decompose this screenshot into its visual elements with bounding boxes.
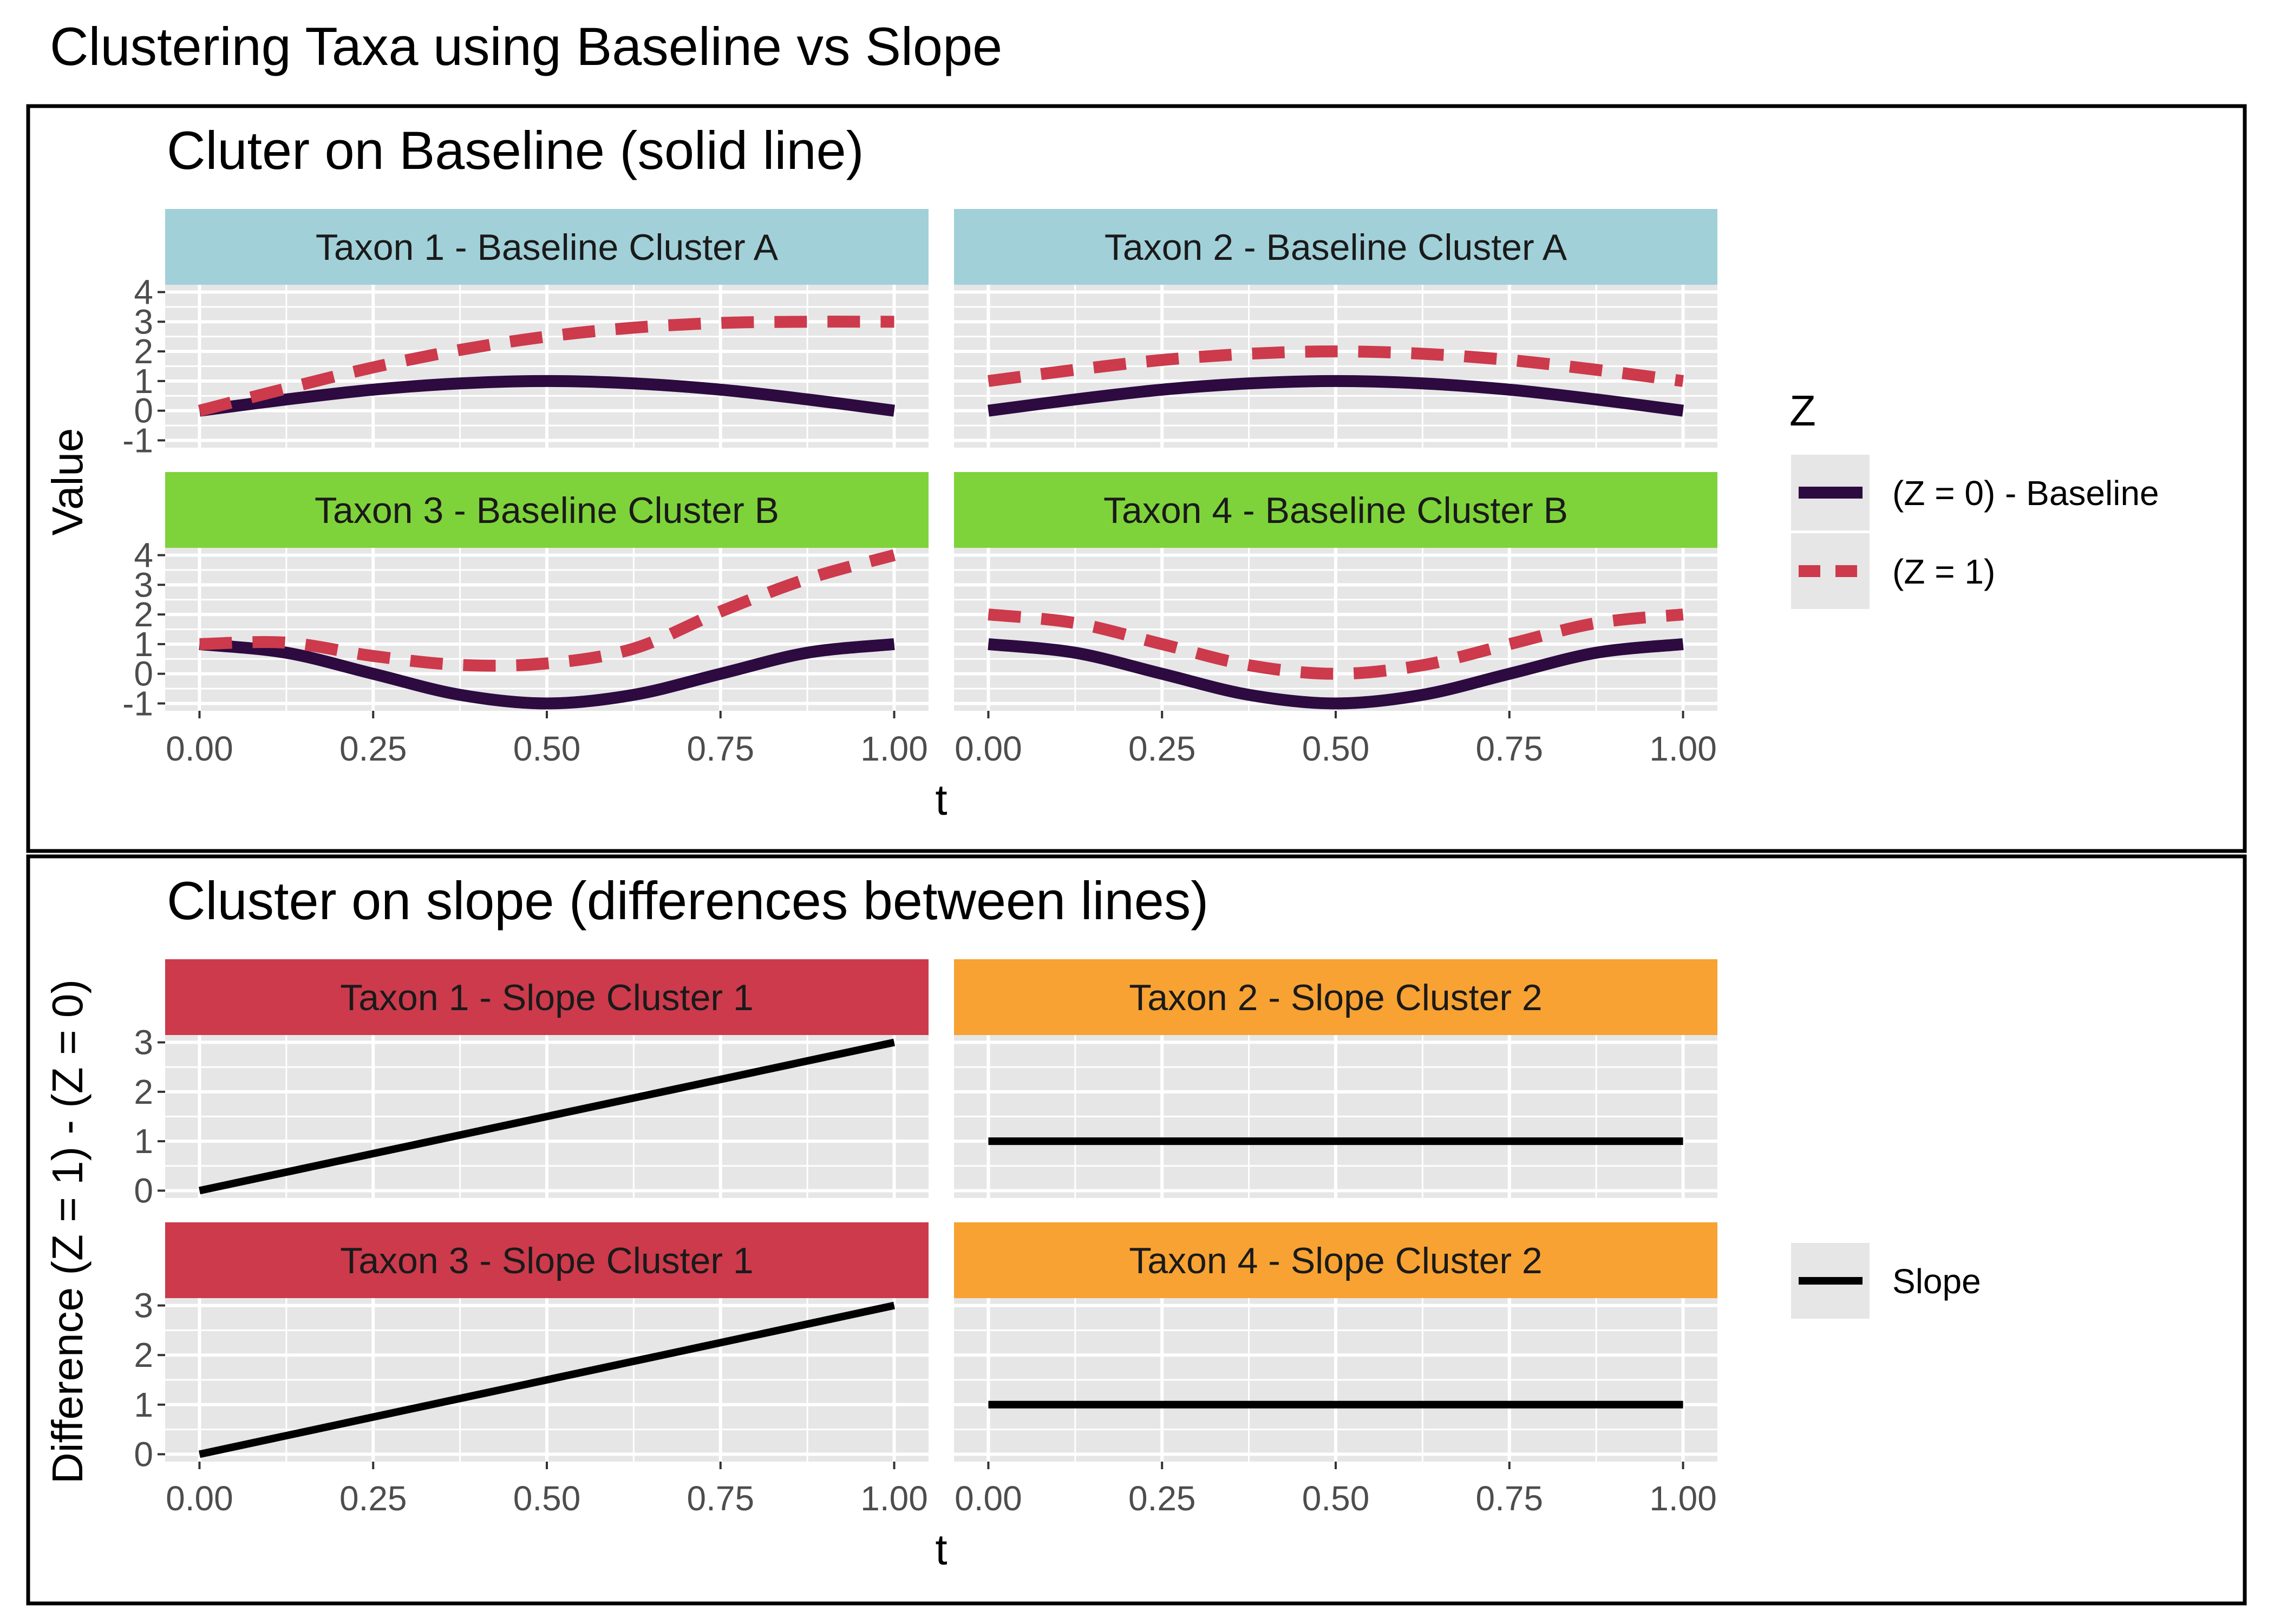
- series-line: [199, 638, 895, 710]
- panel-strip: [165, 209, 929, 285]
- panel-strip-label: Taxon 2 - Slope Cluster 2: [1129, 977, 1543, 1018]
- y-tick-label: 0: [134, 1171, 153, 1210]
- legend-label: Slope: [1892, 1262, 1981, 1301]
- y-tick-label: 2: [134, 1072, 153, 1111]
- series-line: [988, 375, 1684, 417]
- y-tick-label: 4: [134, 536, 153, 575]
- series-line: [198, 1301, 896, 1458]
- x-axis-title: t: [935, 776, 947, 824]
- y-tick-label: 0: [134, 654, 153, 693]
- y-tick-label: -1: [122, 421, 153, 460]
- y-tick-label: 2: [134, 1335, 153, 1374]
- y-axis-title: Difference (Z = 1) - (Z = 0): [43, 979, 92, 1484]
- y-tick-label: 3: [134, 1023, 153, 1062]
- slope-section-title: Cluster on slope (differences between li…: [167, 870, 1208, 931]
- series-line: [198, 1038, 896, 1195]
- panel-strip-label: Taxon 1 - Baseline Cluster A: [316, 227, 779, 268]
- x-tick-label: 0.00: [955, 1479, 1022, 1518]
- x-tick-label: 1.00: [860, 1479, 928, 1518]
- panel-strip: [954, 472, 1717, 548]
- x-tick-label: 0.25: [1128, 1479, 1196, 1518]
- y-tick-label: 1: [134, 1385, 153, 1424]
- series-line: [988, 345, 1684, 387]
- y-tick-label: 1: [134, 1122, 153, 1161]
- legend-label: (Z = 0) - Baseline: [1892, 474, 2159, 513]
- legend-title: Z: [1789, 387, 1816, 435]
- y-tick-label: 0: [134, 391, 153, 430]
- y-axis-title: Value: [43, 428, 92, 536]
- series-line: [199, 375, 895, 417]
- x-axis-title: t: [935, 1525, 947, 1574]
- y-tick-label: -1: [122, 684, 153, 723]
- series-line: [199, 549, 896, 672]
- x-tick-label: 0.50: [1302, 1479, 1370, 1518]
- panel-3: Taxon 3 - Slope Cluster 1 0 1 2 3 0.00 0.25 0.5…: [134, 1222, 929, 1518]
- x-tick-label: 0.00: [955, 729, 1022, 768]
- panel-1: Taxon 1 - Slope Cluster 1 0 1 2 3: [134, 959, 929, 1210]
- panel-strip: [954, 209, 1717, 285]
- x-tick-label: 0.75: [1475, 1479, 1543, 1518]
- panel-2: Taxon 2 - Baseline Cluster A: [954, 209, 1717, 448]
- series-line: [198, 316, 894, 417]
- x-tick-label: 0.25: [339, 729, 407, 768]
- y-tick-label: 2: [134, 332, 153, 371]
- series-line: [988, 608, 1684, 680]
- x-tick-label: 0.00: [166, 729, 233, 768]
- y-tick-label: 4: [134, 273, 153, 312]
- x-tick-label: 1.00: [860, 729, 928, 768]
- x-tick-label: 1.00: [1649, 1479, 1717, 1518]
- panel-strip-label: Taxon 1 - Slope Cluster 1: [340, 977, 754, 1018]
- y-tick-label: 0: [134, 1435, 153, 1474]
- figure-title: Clustering Taxa using Baseline vs Slope: [50, 16, 1002, 76]
- x-tick-label: 0.50: [513, 1479, 581, 1518]
- panel-4: Taxon 4 - Slope Cluster 2 0.00 0.25 0.50 0.7…: [954, 1222, 1717, 1518]
- x-tick-label: 0.50: [1302, 729, 1370, 768]
- x-tick-label: 0.75: [687, 1479, 754, 1518]
- panel-strip: [165, 959, 929, 1035]
- panel-strip-label: Taxon 2 - Baseline Cluster A: [1105, 227, 1567, 268]
- panel-strip-label: Taxon 4 - Baseline Cluster B: [1103, 490, 1568, 531]
- slope-section: Taxon 1 - Slope Cluster 1 0 1 2 3 Taxon 2 - S…: [43, 959, 1717, 1574]
- panel-strip-label: Taxon 3 - Slope Cluster 1: [340, 1240, 754, 1281]
- baseline-section: Taxon 1 - Baseline Cluster A-101234Taxon…: [43, 209, 1717, 824]
- x-tick-label: 0.75: [1475, 729, 1543, 768]
- x-tick-label: 0.25: [1128, 729, 1196, 768]
- panel-strip-label: Taxon 3 - Baseline Cluster B: [315, 490, 779, 531]
- panel-strip: [165, 472, 929, 548]
- panel-strip: [954, 959, 1717, 1035]
- legend-label: (Z = 1): [1892, 552, 1995, 591]
- y-tick-label: 3: [134, 565, 153, 604]
- panel-2: Taxon 2 - Slope Cluster 2: [954, 959, 1717, 1198]
- x-tick-label: 1.00: [1649, 729, 1717, 768]
- y-tick-label: 3: [134, 302, 153, 341]
- y-tick-label: 1: [134, 362, 153, 401]
- panel-strip: [165, 1222, 929, 1298]
- x-tick-label: 0.50: [513, 729, 581, 768]
- panel-4: Taxon 4 - Baseline Cluster B 0.00 0.25 0.50…: [954, 472, 1717, 768]
- x-tick-label: 0.00: [166, 1479, 233, 1518]
- y-tick-label: 1: [134, 625, 153, 664]
- panel-strip: [954, 1222, 1717, 1298]
- y-tick-label: 3: [134, 1286, 153, 1325]
- x-tick-label: 0.25: [339, 1479, 407, 1518]
- series-line: [988, 638, 1684, 710]
- baseline-section-frame: [26, 104, 2247, 853]
- panel-strip-label: Taxon 4 - Slope Cluster 2: [1129, 1240, 1543, 1281]
- y-tick-label: 2: [134, 595, 153, 634]
- slope-section-frame: [26, 854, 2247, 1606]
- x-tick-label: 0.75: [687, 729, 754, 768]
- baseline-section-title: Cluter on Baseline (solid line): [167, 120, 864, 180]
- legends: Z (Z = 0) - Baseline (Z = 1) Slope: [1789, 387, 2159, 1319]
